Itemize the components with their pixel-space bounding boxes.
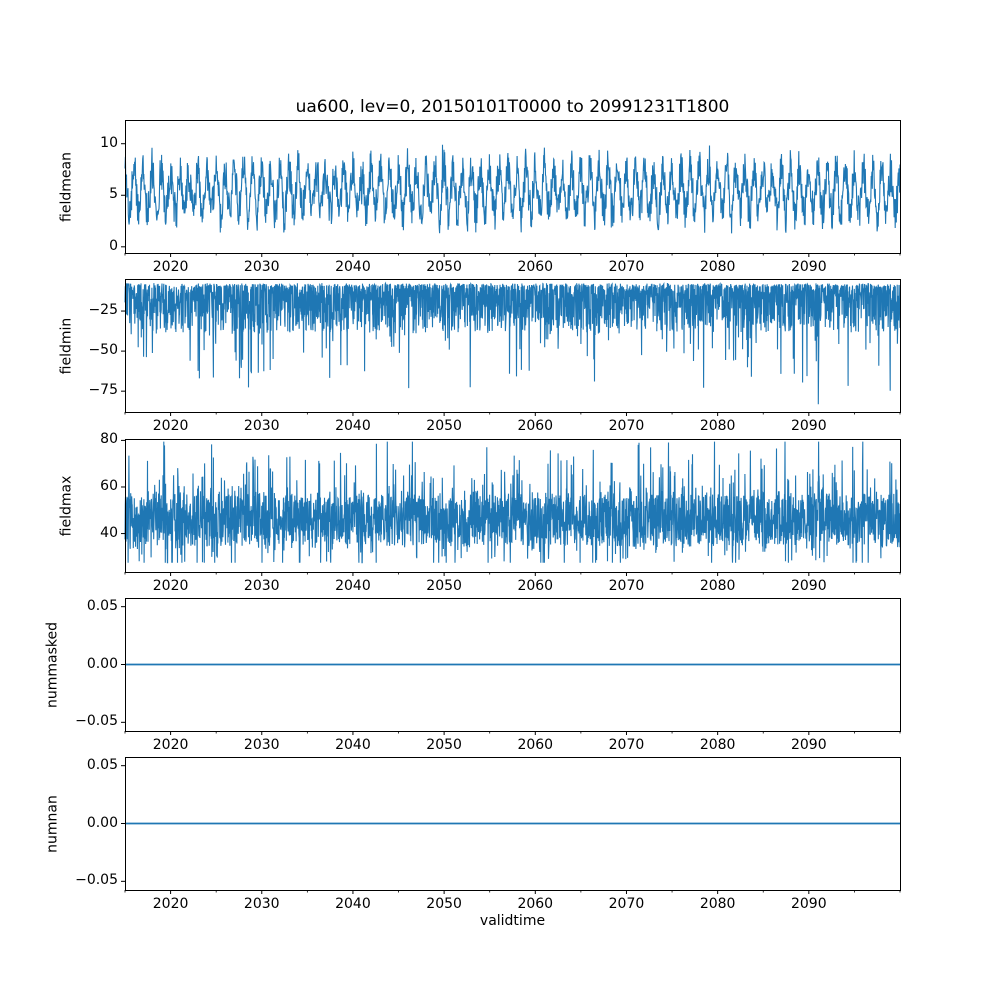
axes-spines-numnan	[125, 757, 901, 891]
xtick-label-fieldmin: 2030	[243, 418, 280, 434]
series-line-fieldmin	[124, 281, 901, 405]
ytick-label-nummasked: 0.05	[86, 597, 118, 614]
subplot-numnan	[121, 757, 901, 894]
xtick-label-fieldmax: 2080	[699, 578, 736, 594]
xtick-label-fieldmin: 2090	[790, 418, 827, 434]
subplot-nummasked	[121, 598, 901, 735]
series-line-fieldmax	[124, 441, 901, 564]
xtick-label-nummasked: 2060	[517, 737, 554, 753]
xtick-label-numnan: 2090	[790, 896, 827, 912]
xtick-label-fieldmean: 2030	[243, 259, 280, 275]
xtick-label-fieldmax: 2030	[243, 578, 280, 594]
xtick-label-nummasked: 2080	[699, 737, 736, 753]
axes-spines-nummasked	[125, 598, 901, 732]
ytick-label-nummasked: 0.00	[86, 655, 118, 672]
axes-spines-fieldmax	[125, 439, 901, 573]
xtick-label-nummasked: 2020	[152, 737, 189, 753]
xtick-label-numnan: 2070	[608, 896, 645, 912]
ytick-label-numnan: −0.05	[75, 872, 118, 889]
xtick-label-nummasked: 2090	[790, 737, 827, 753]
ytick-label-fieldmax: 40	[100, 524, 118, 541]
xtick-label-nummasked: 2030	[243, 737, 280, 753]
x-axis-label: validtime	[479, 913, 546, 929]
axes-ylabel-numnan: numnan	[44, 794, 60, 853]
axes-spines-fieldmean	[125, 120, 901, 254]
xtick-label-numnan: 2060	[517, 896, 554, 912]
xtick-label-nummasked: 2070	[608, 737, 645, 753]
xtick-label-fieldmean: 2090	[790, 259, 827, 275]
xtick-label-fieldmean: 2020	[152, 259, 189, 275]
xtick-label-fieldmin: 2080	[699, 418, 736, 434]
subplot-fieldmax	[121, 439, 901, 576]
subplot-fieldmean	[121, 120, 901, 257]
xtick-label-fieldmin: 2040	[335, 418, 371, 434]
xtick-label-numnan: 2040	[335, 896, 371, 912]
xtick-label-fieldmean: 2070	[608, 259, 645, 275]
axes-ylabel-nummasked: nummasked	[44, 621, 60, 708]
axes-ylabel-fieldmax: fieldmax	[58, 475, 74, 536]
ytick-label-fieldmin: −50	[88, 342, 118, 359]
series-line-fieldmean	[124, 144, 901, 234]
ytick-label-fieldmax: 60	[100, 477, 118, 494]
xtick-label-fieldmin: 2020	[152, 418, 189, 434]
xtick-label-numnan: 2050	[426, 896, 462, 912]
xtick-label-nummasked: 2040	[335, 737, 371, 753]
ytick-label-fieldmean: 5	[109, 186, 118, 203]
figure-title: ua600, lev=0, 20150101T0000 to 20991231T…	[295, 97, 730, 117]
xtick-label-fieldmax: 2050	[426, 578, 462, 594]
xtick-label-fieldmin: 2050	[426, 418, 462, 434]
xtick-label-fieldmax: 2040	[335, 578, 371, 594]
ytick-label-numnan: 0.05	[86, 756, 118, 773]
ytick-label-fieldmean: 0	[109, 237, 118, 254]
xtick-label-numnan: 2020	[152, 896, 189, 912]
xtick-label-nummasked: 2050	[426, 737, 462, 753]
ytick-label-numnan: 0.00	[86, 814, 118, 831]
xtick-label-fieldmin: 2070	[608, 418, 645, 434]
xtick-label-fieldmean: 2050	[426, 259, 462, 275]
xtick-label-fieldmean: 2080	[699, 259, 736, 275]
ytick-label-fieldmean: 10	[100, 134, 118, 151]
xtick-label-fieldmax: 2070	[608, 578, 645, 594]
axes-ylabel-fieldmean: fieldmean	[58, 151, 74, 222]
subplot-fieldmin	[121, 279, 901, 416]
ytick-label-nummasked: −0.05	[75, 713, 118, 730]
ytick-label-fieldmin: −75	[88, 382, 118, 399]
ytick-label-fieldmin: −25	[88, 302, 118, 319]
xtick-label-numnan: 2030	[243, 896, 280, 912]
xtick-label-fieldmax: 2020	[152, 578, 189, 594]
xtick-label-numnan: 2080	[699, 896, 736, 912]
xtick-label-fieldmax: 2060	[517, 578, 554, 594]
xtick-label-fieldmean: 2060	[517, 259, 554, 275]
xtick-label-fieldmax: 2090	[790, 578, 827, 594]
xtick-label-fieldmean: 2040	[335, 259, 371, 275]
ytick-label-fieldmax: 80	[100, 431, 118, 448]
xtick-label-fieldmin: 2060	[517, 418, 554, 434]
axes-ylabel-fieldmin: fieldmin	[58, 317, 74, 374]
axes-spines-fieldmin	[125, 279, 901, 413]
